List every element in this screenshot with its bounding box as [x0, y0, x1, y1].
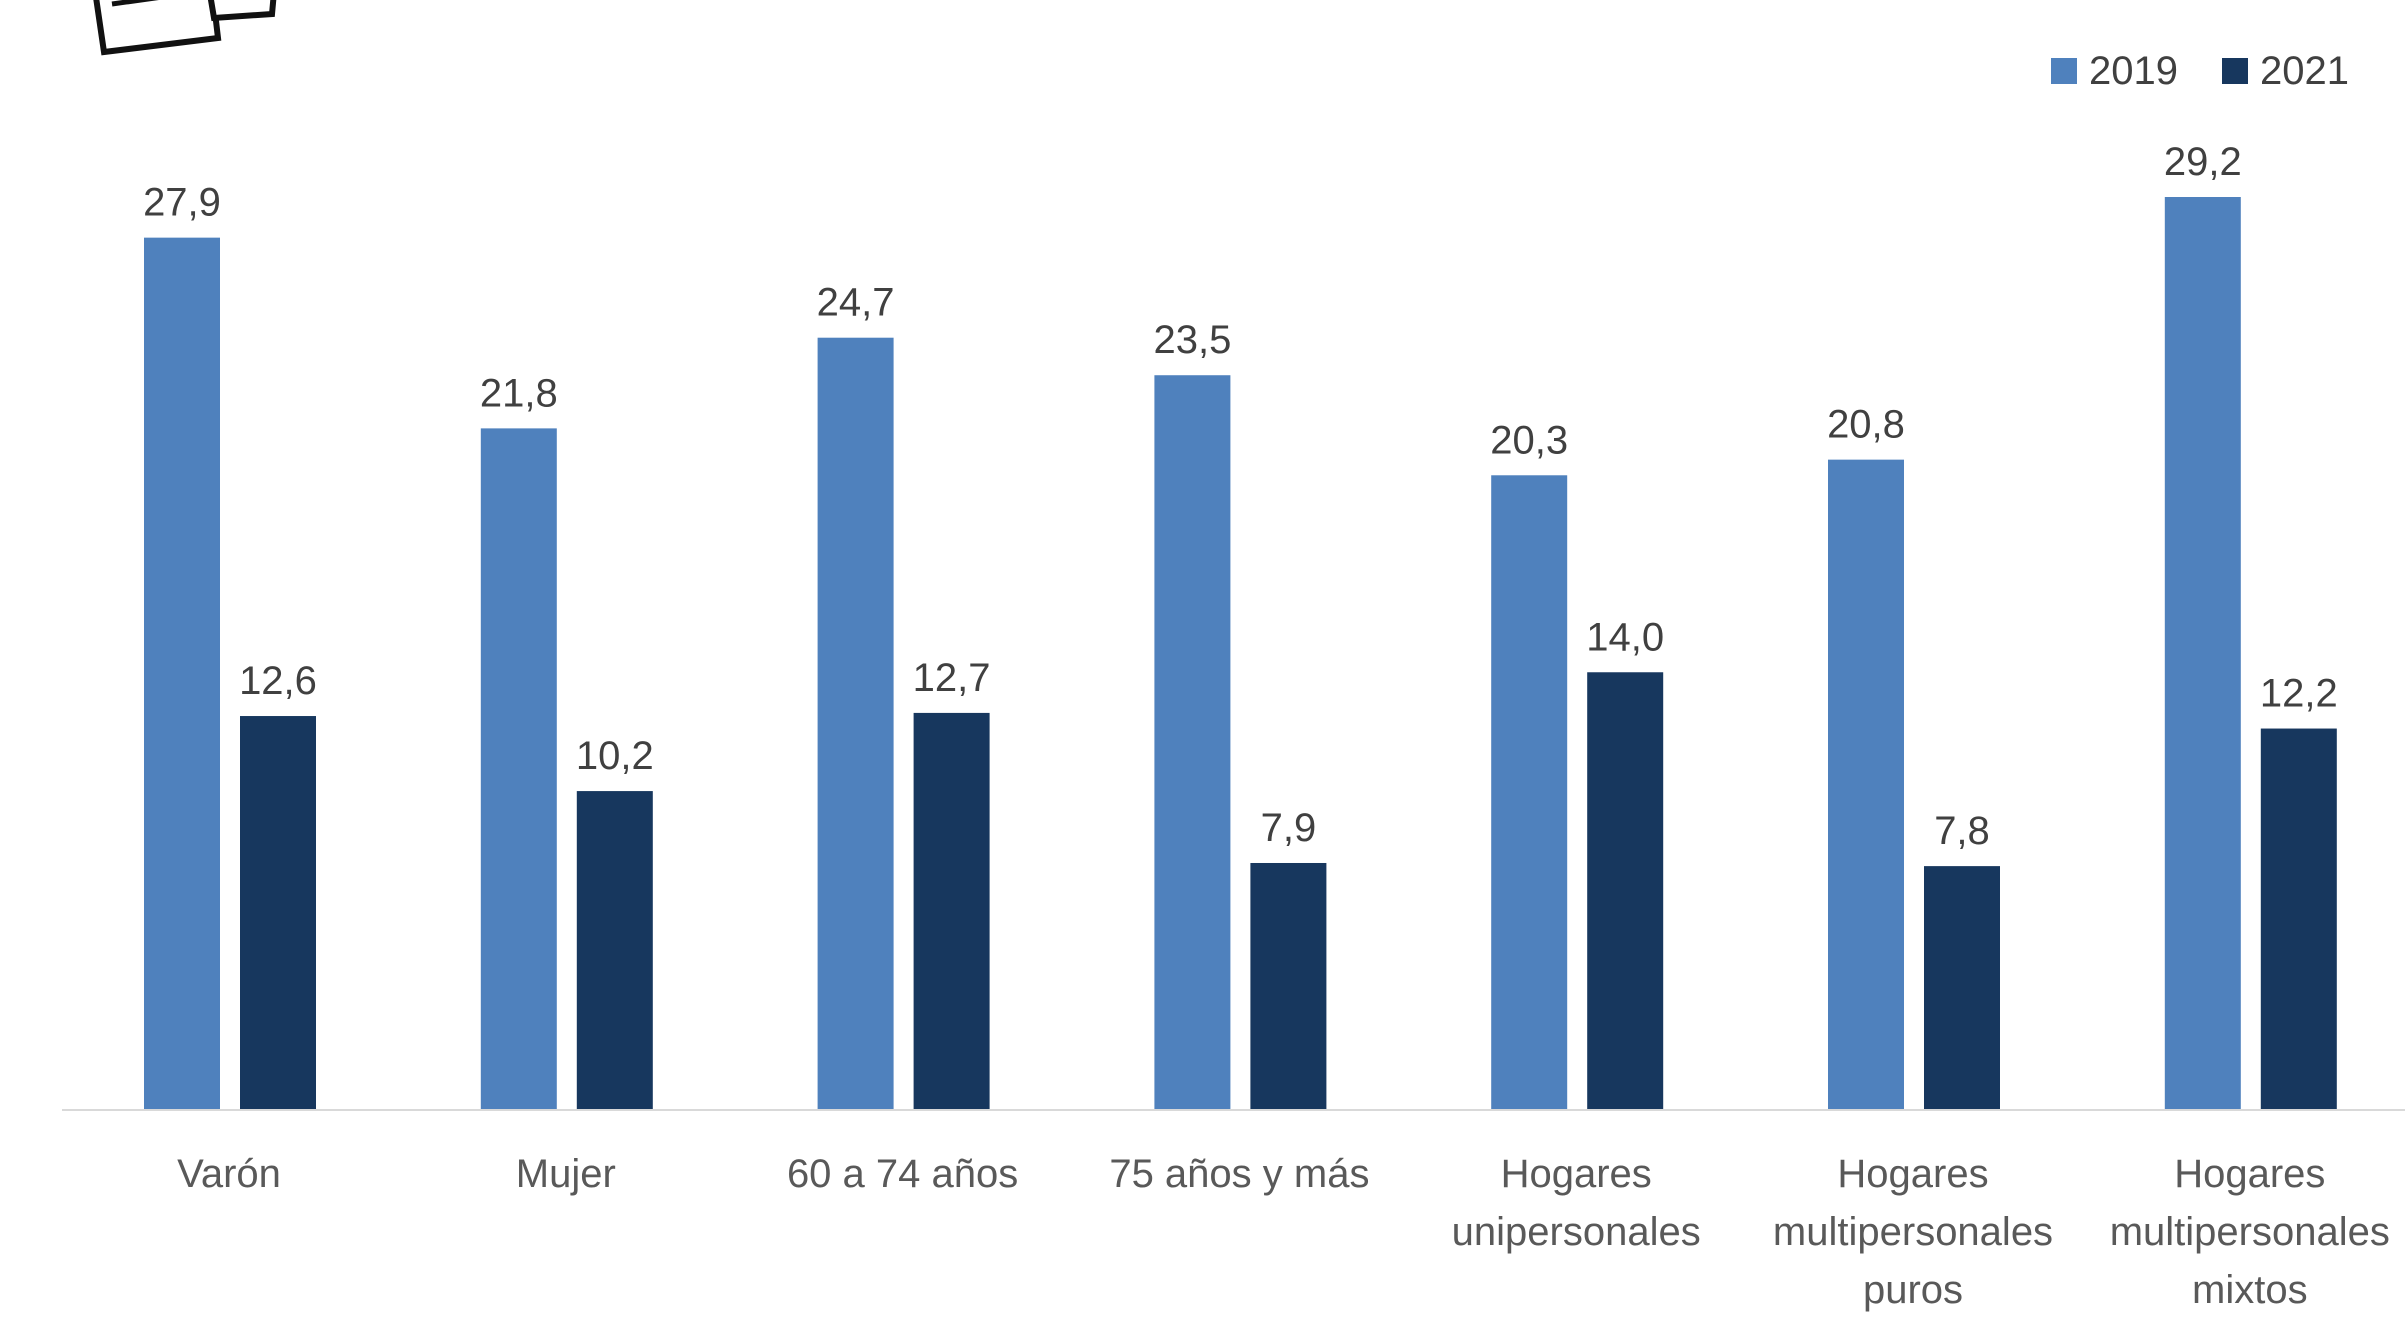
data-label-2021-5: 7,8	[1934, 809, 1990, 853]
chart-legend: 2019 2021	[2051, 49, 2349, 93]
bar-2019-2	[817, 337, 894, 1111]
bar-2019-6	[2164, 197, 2241, 1110]
bar-2021-1	[576, 791, 653, 1110]
bar-2019-1	[480, 428, 557, 1110]
bar-2021-4	[1587, 672, 1664, 1110]
bar-2019-4	[1491, 475, 1568, 1110]
data-labels-group: 27,9 12,6 21,8 10,2 24,7 12,7 23,5 7,9 20,3 14,0 2…	[143, 140, 2338, 853]
data-label-2021-1: 10,2	[576, 734, 654, 778]
data-label-2021-4: 14,0	[1586, 615, 1664, 659]
data-label-2019-1: 21,8	[480, 371, 558, 415]
legend-swatch-2019	[2051, 58, 2077, 84]
data-label-2019-2: 24,7	[817, 281, 895, 325]
bar-2021-3	[1250, 862, 1327, 1110]
x-tick-label-2-0: 60 a 74 años	[787, 1152, 1018, 1196]
logo-icon	[93, 0, 277, 56]
x-tick-labels-group: Varón Mujer 60 a 74 años 75 años y más Hogar…	[177, 1152, 2390, 1312]
bar-2019-3	[1154, 375, 1231, 1110]
data-label-2021-2: 12,7	[913, 656, 991, 700]
data-label-2021-3: 7,9	[1261, 806, 1317, 850]
data-label-2021-6: 12,2	[2260, 672, 2338, 716]
x-tick-label-1-0: Mujer	[516, 1152, 616, 1196]
x-tick-label-5-2: puros	[1863, 1268, 1963, 1312]
bar-2021-0	[240, 716, 316, 1110]
bar-2021-5	[1924, 866, 2000, 1110]
x-tick-label-4-0: Hogares	[1501, 1152, 1652, 1196]
x-tick-label-3-0: 75 años y más	[1109, 1152, 1369, 1196]
x-tick-label-6-0: Hogares	[2174, 1152, 2325, 1196]
data-label-2019-0: 27,9	[143, 181, 221, 225]
bar-2019-0	[144, 237, 220, 1110]
bar-2021-6	[2260, 728, 2337, 1110]
x-tick-label-6-2: mixtos	[2192, 1268, 2308, 1312]
bar-2019-5	[1828, 459, 1904, 1111]
x-tick-label-4-1: unipersonales	[1452, 1210, 1701, 1254]
x-tick-label-5-0: Hogares	[1837, 1152, 1988, 1196]
bar-2021-2	[913, 712, 990, 1110]
x-tick-label-0-0: Varón	[177, 1152, 281, 1196]
x-tick-label-5-1: multipersonales	[1773, 1210, 2053, 1254]
bars-group	[144, 197, 2337, 1111]
legend-label-2021: 2021	[2260, 49, 2349, 93]
data-label-2019-4: 20,3	[1490, 418, 1568, 462]
data-label-2019-3: 23,5	[1153, 318, 1231, 362]
data-label-2021-0: 12,6	[239, 659, 317, 703]
legend-label-2019: 2019	[2089, 49, 2178, 93]
data-label-2019-5: 20,8	[1827, 403, 1905, 447]
x-tick-label-6-1: multipersonales	[2110, 1210, 2390, 1254]
data-label-2019-6: 29,2	[2164, 140, 2242, 184]
legend-swatch-2021	[2222, 58, 2248, 84]
